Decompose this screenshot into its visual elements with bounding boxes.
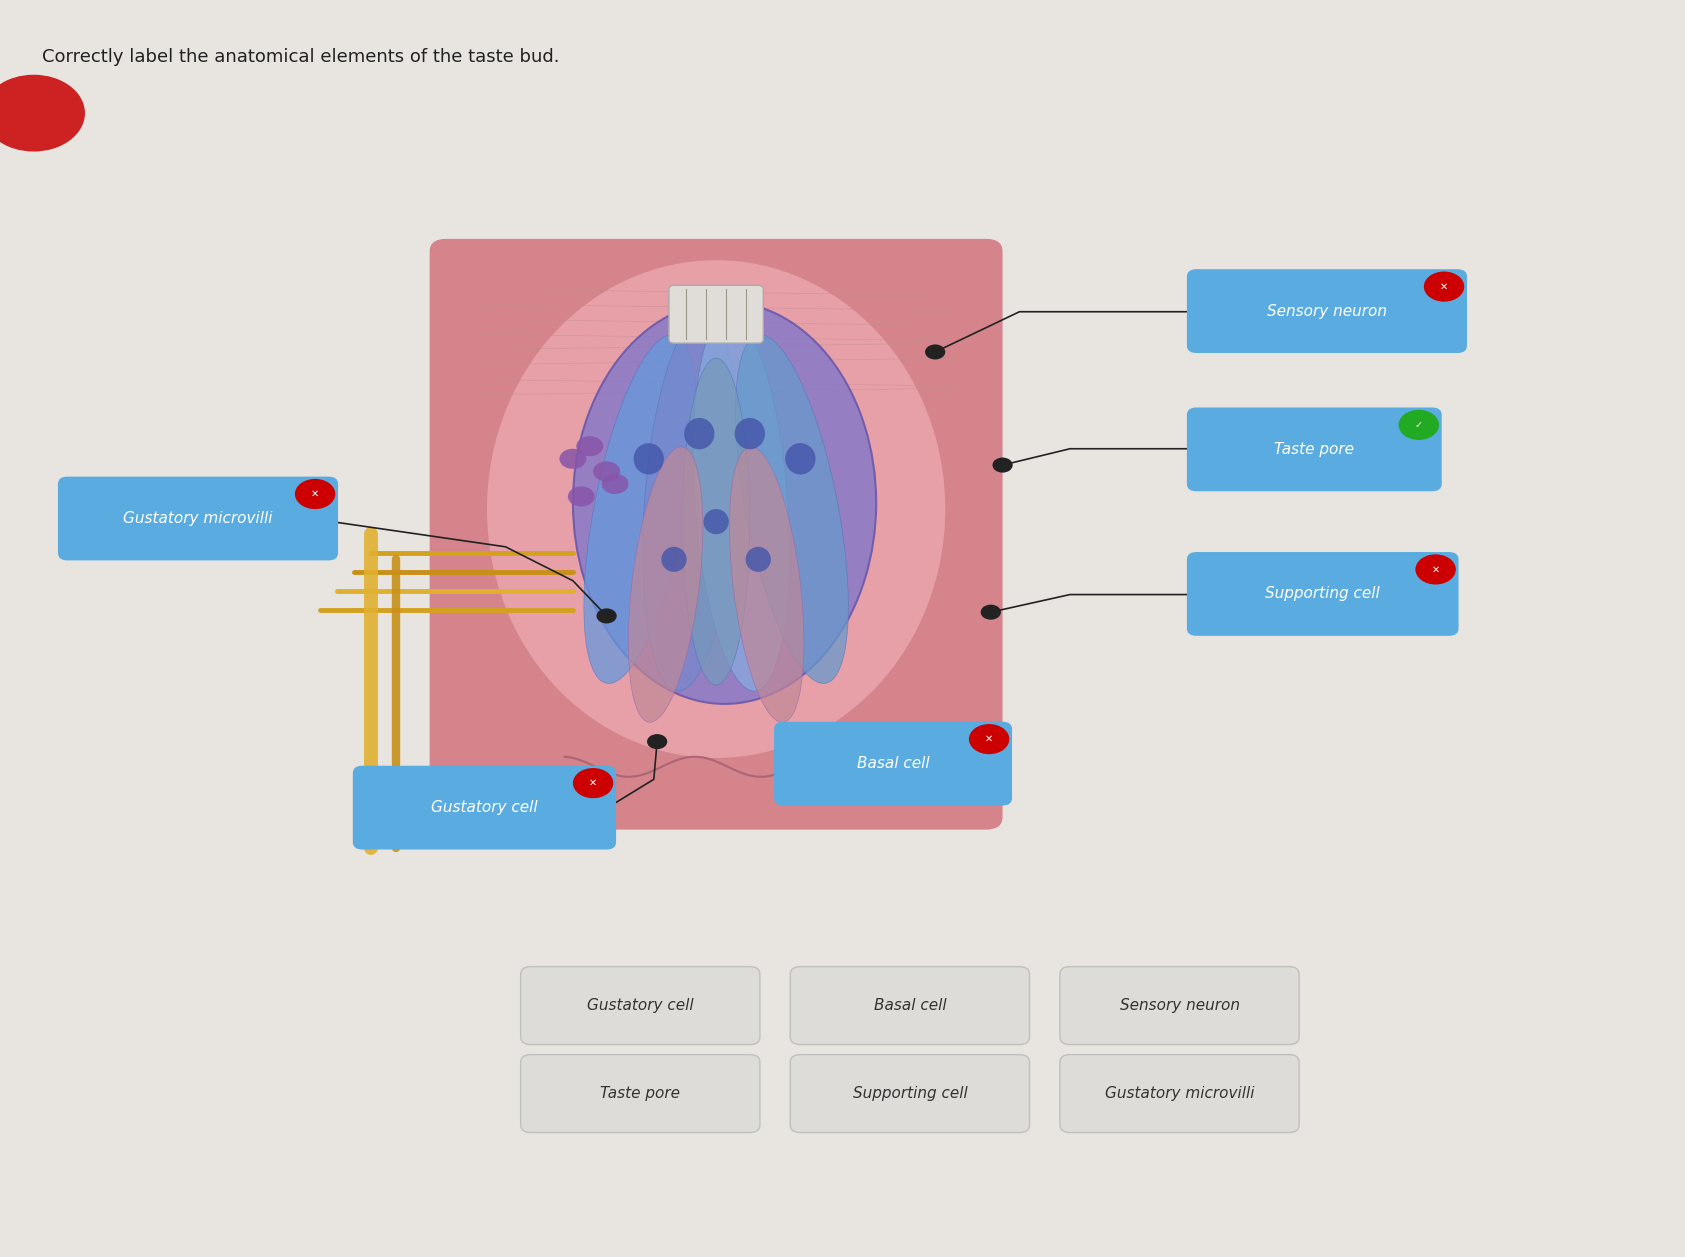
Ellipse shape: [684, 417, 714, 450]
Text: Supporting cell: Supporting cell: [853, 1086, 967, 1101]
FancyBboxPatch shape: [1060, 1055, 1299, 1133]
Ellipse shape: [487, 260, 945, 758]
Circle shape: [1415, 554, 1456, 585]
Text: Basal cell: Basal cell: [873, 998, 947, 1013]
Text: Taste pore: Taste pore: [1274, 442, 1355, 456]
Text: Gustatory cell: Gustatory cell: [431, 801, 538, 815]
Ellipse shape: [785, 442, 816, 474]
Text: ✕: ✕: [1432, 564, 1439, 574]
Circle shape: [568, 486, 595, 507]
Text: ✓: ✓: [1415, 420, 1422, 430]
Ellipse shape: [642, 314, 740, 691]
Ellipse shape: [735, 417, 765, 450]
Ellipse shape: [661, 547, 686, 572]
Text: ✕: ✕: [312, 489, 318, 499]
FancyBboxPatch shape: [1188, 553, 1458, 635]
Ellipse shape: [703, 509, 730, 534]
FancyBboxPatch shape: [521, 1055, 760, 1133]
Circle shape: [573, 768, 613, 798]
Text: ✕: ✕: [590, 778, 596, 788]
Ellipse shape: [573, 302, 876, 704]
FancyBboxPatch shape: [521, 967, 760, 1045]
Circle shape: [559, 449, 586, 469]
Ellipse shape: [736, 334, 848, 684]
Ellipse shape: [682, 358, 750, 685]
Text: Correctly label the anatomical elements of the taste bud.: Correctly label the anatomical elements …: [42, 48, 559, 65]
FancyBboxPatch shape: [669, 285, 763, 343]
Text: ✕: ✕: [1441, 282, 1447, 292]
FancyBboxPatch shape: [354, 767, 615, 848]
Circle shape: [969, 724, 1009, 754]
Text: ✕: ✕: [986, 734, 992, 744]
FancyBboxPatch shape: [790, 967, 1030, 1045]
Text: Basal cell: Basal cell: [856, 757, 930, 771]
Text: Sensory neuron: Sensory neuron: [1119, 998, 1240, 1013]
Circle shape: [849, 728, 869, 743]
Circle shape: [576, 436, 603, 456]
Circle shape: [602, 474, 629, 494]
Text: Taste pore: Taste pore: [600, 1086, 681, 1101]
FancyBboxPatch shape: [430, 239, 1003, 830]
Ellipse shape: [629, 446, 703, 723]
FancyBboxPatch shape: [1060, 967, 1299, 1045]
FancyBboxPatch shape: [1188, 409, 1441, 490]
Ellipse shape: [693, 314, 790, 691]
FancyBboxPatch shape: [790, 1055, 1030, 1133]
Circle shape: [647, 734, 667, 749]
Text: Supporting cell: Supporting cell: [1265, 587, 1380, 601]
Circle shape: [992, 458, 1013, 473]
FancyBboxPatch shape: [59, 478, 337, 559]
Text: Sensory neuron: Sensory neuron: [1267, 304, 1387, 318]
Ellipse shape: [634, 442, 664, 474]
Circle shape: [925, 344, 945, 360]
Circle shape: [596, 608, 617, 623]
Ellipse shape: [745, 547, 772, 572]
Circle shape: [1399, 410, 1439, 440]
FancyBboxPatch shape: [1188, 270, 1466, 352]
Circle shape: [295, 479, 335, 509]
Circle shape: [1424, 272, 1464, 302]
Ellipse shape: [730, 446, 804, 723]
Ellipse shape: [585, 334, 696, 684]
Text: Gustatory microvilli: Gustatory microvilli: [1105, 1086, 1254, 1101]
Circle shape: [593, 461, 620, 481]
FancyBboxPatch shape: [775, 723, 1011, 804]
Circle shape: [981, 605, 1001, 620]
Circle shape: [0, 75, 84, 151]
Text: Gustatory microvilli: Gustatory microvilli: [123, 512, 273, 525]
Text: Gustatory cell: Gustatory cell: [586, 998, 694, 1013]
